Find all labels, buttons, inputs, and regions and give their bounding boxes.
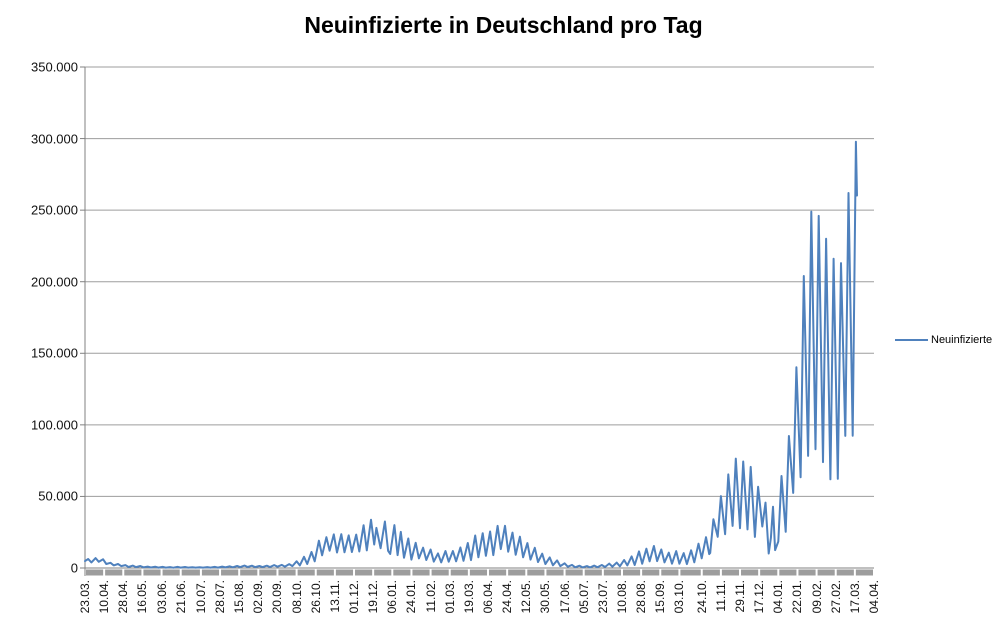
x-tick-label: 09.02.	[809, 580, 824, 614]
baseline-bar-segment	[546, 569, 564, 576]
x-tick-label: 17.03.	[847, 580, 862, 614]
x-tick-label: 28.08.	[634, 580, 649, 614]
baseline-bar-segment	[240, 569, 258, 576]
baseline-bar-segment	[124, 569, 142, 576]
y-tick-label: 100.000	[31, 417, 78, 433]
x-tick-label: 17.12.	[752, 580, 767, 614]
x-tick-label: 15.08.	[232, 580, 247, 614]
x-tick-label: 24.01.	[404, 580, 419, 614]
baseline-bar-segment	[584, 569, 602, 576]
baseline-bar-segment	[221, 569, 239, 576]
baseline-bar-segment	[374, 569, 392, 576]
baseline-bar-segment	[105, 569, 123, 576]
baseline-bar-segment	[798, 569, 816, 576]
x-tick-label: 10.08.	[614, 580, 629, 614]
x-tick-label: 03.06.	[154, 580, 169, 614]
baseline-bar-segment	[469, 569, 488, 576]
x-tick-label: 01.03.	[442, 580, 457, 614]
baseline-bar-segment	[259, 569, 277, 576]
x-tick-label: 12.05.	[519, 580, 534, 614]
baseline-bar-segment	[836, 569, 854, 576]
y-tick-label: 300.000	[31, 131, 78, 147]
x-tick-label: 26.10.	[308, 580, 323, 614]
x-tick-label: 23.07.	[595, 580, 610, 614]
baseline-bar-segment	[355, 569, 373, 576]
x-tick-label: 20.09.	[270, 580, 285, 614]
x-tick-label: 28.07.	[213, 580, 228, 614]
x-tick-label: 11.11.	[713, 580, 728, 612]
baseline-bar-segment	[603, 569, 621, 576]
series-line-neuinfizierte	[84, 140, 858, 569]
baseline-bar-segment	[702, 569, 720, 576]
baseline-bar-segment	[335, 569, 354, 576]
y-tick-label: 200.000	[31, 274, 78, 290]
x-tick-label: 01.12.	[347, 580, 362, 614]
baseline-bar-segment	[86, 569, 104, 576]
x-tick-label: 05.07.	[576, 580, 591, 614]
x-tick-label: 06.01.	[385, 580, 400, 614]
baseline-bar-segment	[181, 569, 200, 576]
x-tick-label: 30.05.	[538, 580, 553, 614]
baseline-bar-segment	[316, 569, 334, 576]
x-tick-label: 17.06.	[557, 580, 572, 614]
baseline-bar-segment	[565, 569, 583, 576]
chart-title: Neuinfizierte in Deutschland pro Tag	[304, 12, 703, 38]
x-tick-label: 19.12.	[366, 580, 381, 614]
baseline-bar-segment	[278, 569, 296, 576]
x-tick-label: 28.04.	[116, 580, 131, 614]
baseline-bar-segment	[162, 569, 180, 576]
baseline-bar-segment	[450, 569, 468, 576]
x-tick-label: 13.11.	[327, 580, 342, 613]
x-tick-label: 21.06.	[173, 580, 188, 614]
x-tick-label: 24.10.	[694, 580, 709, 614]
baseline-bar-segment	[143, 569, 161, 576]
baseline-bar-segment	[412, 569, 430, 576]
x-tick-label: 11.02.	[423, 580, 438, 613]
x-tick-label: 23.03.	[78, 580, 92, 614]
x-tick-label: 08.10.	[289, 580, 304, 614]
baseline-bar-segment	[527, 569, 545, 576]
legend-line-swatch	[895, 339, 928, 341]
baseline-bar-segment	[642, 569, 660, 576]
baseline-bar-segment	[622, 569, 641, 576]
baseline-bar-segment	[680, 569, 701, 576]
baseline-bar-segment	[508, 569, 526, 576]
baseline-bar-segment	[855, 569, 873, 576]
x-tick-label: 03.10.	[672, 580, 687, 614]
baseline-bar-segment	[817, 569, 835, 576]
legend: Neuinfizierte	[895, 334, 992, 346]
baseline-bar-segment	[741, 569, 759, 576]
baseline-bar-segment	[393, 569, 411, 576]
x-tick-label: 22.01.	[790, 580, 805, 614]
baseline-bar-segment	[201, 569, 220, 576]
x-tick-label: 27.02.	[828, 580, 843, 614]
y-tick-label: 50.000	[38, 488, 78, 504]
x-tick-label: 24.04.	[500, 580, 515, 614]
x-tick-label: 06.04.	[481, 580, 495, 614]
x-tick-label: 19.03.	[461, 580, 476, 614]
y-tick-label: 250.000	[31, 202, 78, 218]
x-tick-label: 16.05.	[135, 580, 150, 614]
x-tick-label: 04.04.	[867, 580, 881, 614]
x-tick-label: 10.07.	[193, 580, 208, 614]
baseline-bar-segment	[297, 569, 315, 576]
baseline-bar-segment	[431, 569, 449, 576]
x-tick-label: 29.11.	[733, 580, 748, 613]
y-tick-label: 350.000	[31, 59, 78, 75]
y-tick-label: 0	[70, 560, 78, 576]
legend-label: Neuinfizierte	[931, 334, 993, 346]
x-tick-label: 02.09.	[251, 580, 266, 614]
x-tick-label: 04.01.	[771, 580, 786, 614]
baseline-bar-segment	[489, 569, 507, 576]
baseline-bar-segment	[779, 569, 797, 576]
y-tick-label: 150.000	[31, 345, 78, 361]
baseline-bar-segment	[760, 569, 778, 576]
baseline-bar-segment	[721, 569, 740, 576]
baseline-bar-segment	[661, 569, 679, 576]
x-tick-label: 10.04.	[97, 580, 112, 614]
x-tick-label: 15.09.	[653, 580, 668, 614]
